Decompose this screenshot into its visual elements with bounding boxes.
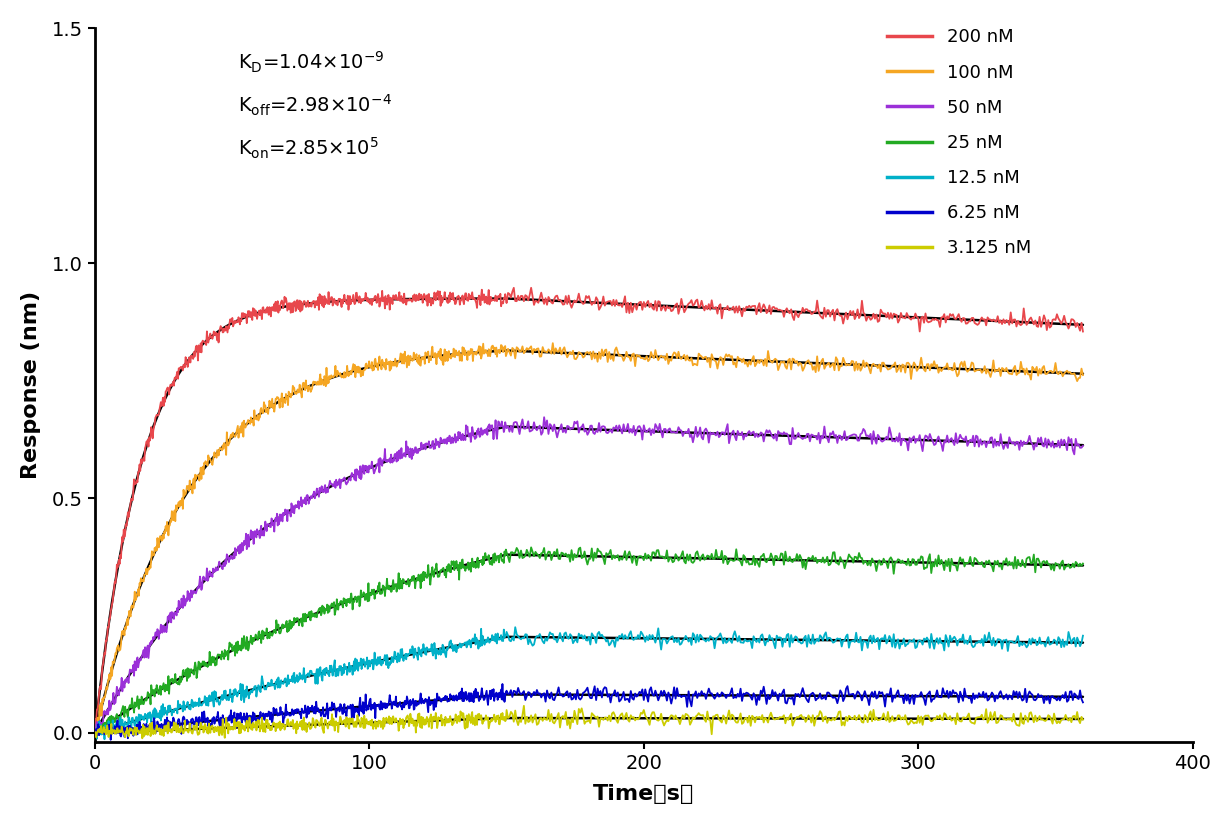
50 nM: [144, 636, 159, 646]
Line: 6.25 nM: 6.25 nM: [95, 684, 1083, 740]
25 nM: [488, 552, 503, 562]
12.5 nM: [963, 631, 978, 641]
200 nM: [488, 296, 503, 306]
200 nM: [87, 728, 102, 738]
50 nM: [1076, 441, 1090, 450]
25 nM: [963, 552, 978, 562]
25 nM: [524, 542, 538, 552]
100 nM: [546, 338, 561, 348]
3.125 nM: [1076, 714, 1090, 724]
3.125 nM: [642, 720, 657, 730]
Y-axis label: Response (nm): Response (nm): [21, 291, 41, 479]
3.125 nM: [928, 714, 942, 724]
12.5 nM: [87, 730, 102, 740]
25 nM: [642, 552, 657, 562]
Line: 25 nM: 25 nM: [95, 547, 1083, 736]
25 nM: [144, 686, 159, 695]
3.125 nM: [87, 728, 102, 738]
12.5 nM: [928, 635, 942, 645]
6.25 nM: [642, 686, 657, 695]
50 nM: [641, 425, 655, 435]
12.5 nM: [793, 639, 808, 648]
50 nM: [488, 425, 503, 435]
3.125 nM: [136, 733, 150, 743]
12.5 nM: [508, 622, 522, 632]
3.125 nM: [144, 718, 159, 728]
6.25 nM: [963, 692, 978, 702]
25 nM: [1076, 559, 1090, 568]
50 nM: [87, 728, 102, 738]
100 nM: [488, 346, 503, 356]
12.5 nM: [97, 734, 112, 744]
3.125 nM: [488, 717, 503, 727]
200 nM: [926, 315, 941, 325]
6.25 nM: [87, 728, 102, 738]
25 nM: [928, 554, 942, 564]
100 nM: [926, 356, 941, 366]
25 nM: [793, 554, 808, 563]
3.125 nM: [516, 701, 531, 711]
100 nM: [87, 728, 102, 738]
200 nM: [1076, 327, 1090, 337]
6.25 nM: [495, 679, 510, 689]
50 nM: [961, 437, 976, 447]
Line: 200 nM: 200 nM: [95, 288, 1083, 733]
200 nM: [641, 296, 655, 306]
Text: K$_{\mathrm{D}}$=1.04×10$^{-9}$
K$_{\mathrm{off}}$=2.98×10$^{-4}$
K$_{\mathrm{on: K$_{\mathrm{D}}$=1.04×10$^{-9}$ K$_{\mat…: [238, 50, 392, 161]
6.25 nM: [488, 691, 503, 701]
50 nM: [926, 440, 941, 450]
12.5 nM: [1076, 631, 1090, 641]
100 nM: [144, 555, 159, 565]
6.25 nM: [793, 688, 808, 698]
Line: 12.5 nM: 12.5 nM: [95, 627, 1083, 739]
100 nM: [641, 356, 655, 366]
6.25 nM: [1076, 697, 1090, 707]
12.5 nM: [642, 630, 657, 640]
50 nM: [792, 431, 807, 441]
200 nM: [792, 309, 807, 318]
12.5 nM: [144, 712, 159, 722]
X-axis label: Time（s）: Time（s）: [593, 785, 695, 804]
100 nM: [792, 358, 807, 368]
100 nM: [1076, 370, 1090, 380]
12.5 nM: [488, 629, 503, 639]
Line: 3.125 nM: 3.125 nM: [95, 706, 1083, 738]
25 nM: [89, 731, 103, 741]
3.125 nM: [793, 710, 808, 720]
100 nM: [961, 365, 976, 375]
Legend: 200 nM, 100 nM, 50 nM, 25 nM, 12.5 nM, 6.25 nM, 3.125 nM: 200 nM, 100 nM, 50 nM, 25 nM, 12.5 nM, 6…: [880, 21, 1039, 265]
6.25 nM: [928, 691, 942, 700]
3.125 nM: [963, 716, 978, 726]
50 nM: [537, 412, 552, 422]
200 nM: [961, 316, 976, 326]
Line: 50 nM: 50 nM: [95, 417, 1083, 733]
6.25 nM: [103, 735, 118, 745]
25 nM: [87, 726, 102, 736]
Line: 100 nM: 100 nM: [95, 343, 1083, 733]
200 nM: [524, 283, 538, 293]
200 nM: [144, 422, 159, 432]
6.25 nM: [144, 717, 159, 727]
